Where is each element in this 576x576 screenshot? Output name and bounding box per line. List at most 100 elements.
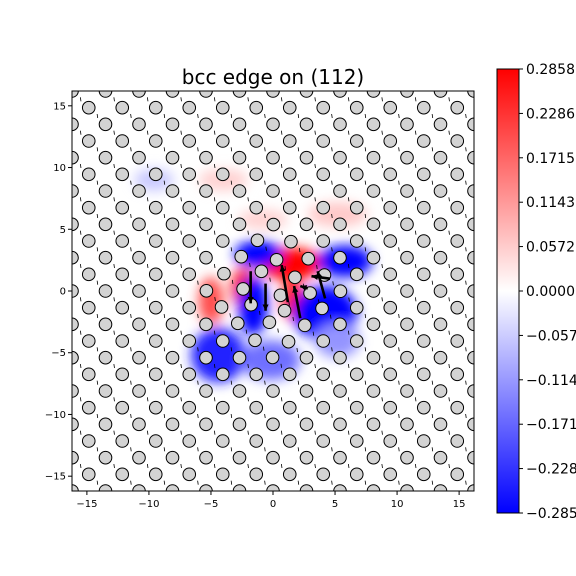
atom (148, 267, 163, 282)
chart-title: bcc edge on (112) (182, 65, 364, 89)
quiver-mark (96, 213, 99, 219)
quiver-mark (449, 497, 450, 501)
x-axis: −15 −10 −5 0 5 10 15 (76, 491, 465, 510)
quiver-mark (96, 247, 99, 252)
x-tick-label: −5 (204, 499, 219, 510)
atom (72, 450, 79, 465)
quiver-mark (297, 413, 300, 419)
atom (266, 150, 280, 165)
atom (333, 350, 347, 365)
colorbar-tick-label: 0.2286 (526, 106, 575, 122)
atom (115, 167, 130, 182)
atom (265, 350, 280, 365)
atom (132, 217, 146, 232)
atom (232, 150, 247, 165)
atom (467, 350, 474, 365)
atom (467, 417, 474, 432)
atom (215, 434, 230, 448)
atom (132, 250, 146, 265)
quiver-mark (264, 413, 266, 419)
atom (115, 400, 130, 415)
atom (115, 300, 130, 315)
atom (467, 484, 474, 491)
quiver-mark (79, 97, 82, 102)
atom (299, 450, 314, 465)
atom (182, 167, 197, 182)
x-tick-label: 15 (453, 499, 466, 510)
atom (132, 317, 146, 332)
quiver-mark (163, 313, 166, 319)
atom (299, 117, 314, 132)
quiver-mark (347, 430, 350, 435)
quiver-mark (197, 347, 199, 352)
quiver-mark (230, 213, 233, 219)
quiver-mark (146, 230, 149, 235)
atom (254, 264, 269, 279)
quiver-mark (398, 480, 400, 485)
atom (433, 184, 448, 198)
atom (333, 117, 347, 132)
quiver-mark (448, 263, 450, 269)
quiver-mark (264, 113, 266, 119)
quiver-mark (414, 130, 417, 135)
colorbar-tick-label: −0.0572 (526, 328, 576, 344)
quiver-mark (332, 281, 334, 286)
atom (215, 400, 230, 415)
atom (81, 367, 96, 382)
atom (132, 384, 146, 398)
quiver-mark (296, 347, 298, 353)
atom (450, 334, 465, 348)
atom (433, 150, 448, 165)
quiver-mark (213, 230, 216, 235)
quiver-mark (230, 347, 233, 352)
quiver-mark (331, 147, 333, 152)
quiver-mark (247, 230, 249, 235)
atom (232, 184, 247, 198)
atom (215, 367, 230, 382)
quiver-mark (431, 480, 434, 485)
atom (282, 400, 297, 415)
quiver-mark (482, 231, 483, 235)
quiver-mark (448, 230, 450, 235)
quiver-mark (398, 347, 400, 352)
displacement-arrow-1 (262, 283, 269, 311)
quiver-mark (96, 180, 99, 185)
atom (366, 250, 381, 265)
atom (165, 150, 180, 165)
atom (230, 316, 245, 331)
atom (132, 91, 146, 98)
quiver-mark (465, 447, 467, 452)
atom (215, 234, 230, 248)
atom (232, 484, 247, 491)
atom (165, 484, 180, 491)
quiver-mark (314, 130, 316, 135)
quiver-mark (163, 480, 166, 485)
atom (366, 91, 381, 98)
quiver-mark (414, 463, 417, 469)
atom (249, 467, 264, 482)
quiver-mark (314, 230, 316, 235)
quiver-mark (347, 130, 350, 135)
quiver-mark (398, 113, 400, 119)
atom (182, 234, 197, 248)
y-axis: −15 −10 −5 0 5 10 15 (45, 101, 72, 483)
atom (316, 134, 331, 148)
quiver-mark (213, 163, 216, 169)
atom (148, 167, 163, 182)
quiver-mark (213, 397, 216, 402)
quiver-mark (431, 147, 434, 152)
quiver-mark (381, 330, 383, 335)
quiver-mark (448, 97, 450, 102)
atom (182, 134, 197, 148)
atom (199, 117, 213, 132)
atom (450, 434, 465, 448)
atom (433, 484, 448, 491)
atom (249, 134, 264, 148)
quiver-mark (381, 430, 383, 435)
atom (199, 350, 213, 365)
quiver-mark (314, 363, 316, 369)
quiver-mark (96, 147, 99, 152)
quiver-mark (431, 113, 434, 119)
quiver-mark (280, 163, 283, 169)
y-tick-label: 10 (53, 163, 66, 174)
